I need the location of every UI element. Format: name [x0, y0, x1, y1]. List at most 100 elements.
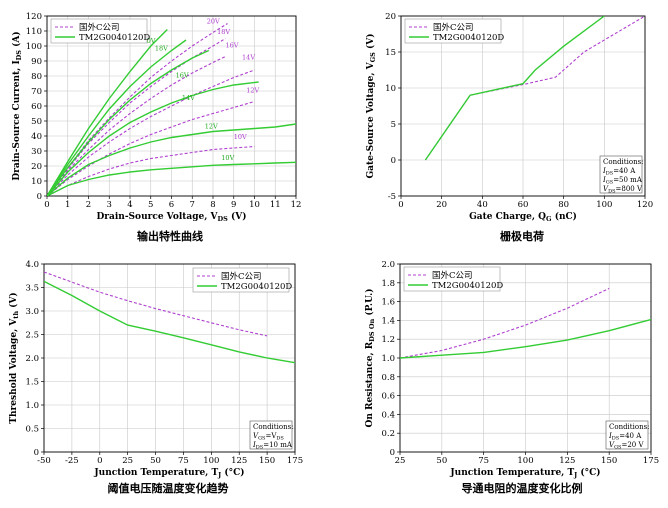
y-tick-label: 20: [31, 162, 42, 172]
x-axis-label-sub: G: [546, 215, 552, 223]
y-axis-label-text: On Resistance, R: [365, 341, 375, 427]
x-tick-label: 7: [190, 200, 195, 210]
x-tick-label: 25: [395, 456, 406, 466]
series-tag: 12V: [246, 87, 259, 95]
y-tick-label: 0.2: [381, 429, 395, 439]
y-axis-label-text: Gate-Source Voltage, V: [366, 61, 376, 178]
legend-entry-2: TM2G0040120D: [433, 33, 504, 43]
y-axis-label-text: Drain-Source Current, I: [12, 60, 22, 180]
cond-value: =10 mA: [263, 441, 293, 449]
cond-sub: GS: [258, 436, 266, 442]
y-tick-label: 3.0: [25, 307, 39, 317]
y-tick-label: 80: [31, 72, 42, 82]
x-tick-label: 0: [398, 200, 403, 210]
x-axis-label: Drain-Source Voltage, VDS (V): [96, 211, 246, 223]
conditions-title: Conditions:: [609, 423, 650, 431]
cond-symbol: V: [603, 185, 609, 193]
y-tick-label: 0.5: [25, 425, 39, 435]
y-axis-label-sub: GS: [369, 52, 377, 63]
x-tick-label: 120: [637, 200, 653, 210]
y-tick-label: 0.8: [381, 373, 395, 383]
series-tag: 14V: [182, 94, 195, 102]
series-tag: 20V: [207, 18, 220, 26]
cond-sub2: DS: [276, 436, 284, 442]
y-axis-label-unit: (V): [8, 292, 19, 311]
conditions-frame: [249, 420, 293, 450]
y-axis-label-unit: (P.U.): [364, 289, 375, 319]
y-axis-label-sub: DS: [15, 50, 23, 61]
cond-symbol: I: [602, 176, 606, 184]
legend-entry-1: 国外C公司: [433, 22, 474, 33]
series-tag: 16V: [176, 72, 189, 80]
y-axis-label-unit: (A): [11, 31, 22, 50]
series-line-dashed-国外C公司: [44, 271, 268, 337]
cond-sub: DS: [608, 189, 616, 195]
cond-sub: DS: [606, 171, 614, 177]
y-tick-label: 1.0: [25, 401, 39, 411]
series-tag: 16V: [225, 42, 238, 50]
series-line-solid-16V: [47, 49, 210, 196]
y-axis-label-sub: DS On: [368, 318, 376, 341]
cond-value: =50 mA: [613, 176, 643, 184]
legend-box: [403, 266, 501, 292]
legend-entry-1: 国外C公司: [79, 22, 120, 33]
conditions-line: VGS=VDS: [253, 432, 284, 442]
y-tick-label: 1.2: [381, 335, 395, 345]
x-tick-label: 0: [44, 200, 49, 210]
x-tick-label: 6: [169, 200, 174, 210]
conditions-line: IDS=40 A: [608, 432, 642, 442]
y-tick-label: 50: [31, 117, 42, 127]
cond-sub: DS: [256, 445, 264, 451]
y-axis-label: On Resistance, RDS On (P.U.): [364, 289, 376, 428]
y-tick-label: 0: [34, 448, 39, 458]
x-axis-label-sub: J: [217, 471, 221, 479]
y-tick-label: 4.0: [25, 260, 39, 270]
x-axis-label-text: Junction Temperature, T: [449, 468, 574, 478]
y-tick-label: 30: [31, 147, 42, 157]
x-tick-label: -25: [65, 456, 79, 466]
x-axis-label-sub: J: [573, 471, 577, 479]
conditions-line: VDS=800 V: [603, 185, 643, 195]
legend-entry-2: TM2G0040120D: [79, 33, 150, 43]
y-axis-label: Gate-Source Voltage, VGS (V): [365, 34, 377, 179]
x-axis-label-text: Drain-Source Voltage, V: [96, 212, 218, 222]
cond-value: =40 A: [613, 167, 636, 175]
series-line-solid-TM2G0040120D: [400, 318, 651, 359]
x-tick-label: 9: [231, 200, 236, 210]
cond-value: =800 V: [616, 185, 643, 193]
conditions-line: IGS=50 mA: [602, 176, 643, 186]
y-axis-label: Drain-Source Current, IDS (A): [11, 31, 23, 180]
series-line-dashed-14V: [47, 69, 255, 196]
x-tick-label: 10: [249, 200, 260, 210]
y-tick-label: 0: [391, 156, 396, 166]
cond-symbol: V: [609, 441, 615, 449]
series-line-dashed-国外C公司: [400, 287, 610, 359]
x-tick-label: 60: [518, 200, 529, 210]
x-tick-label: 11: [270, 200, 281, 210]
conditions-title: Conditions:: [253, 423, 294, 431]
y-tick-label: 2.0: [381, 260, 395, 270]
y-tick-label: 90: [31, 57, 42, 67]
cond-value: =V: [265, 432, 277, 440]
y-tick-label: 10: [385, 84, 396, 94]
conditions-frame: [599, 155, 643, 194]
series-tag: 18V: [217, 28, 230, 36]
x-tick-label: 80: [558, 200, 569, 210]
x-tick-label: 100: [596, 200, 612, 210]
x-tick-label: 4: [127, 200, 132, 210]
x-tick-label: 100: [517, 456, 533, 466]
cond-sub: GS: [606, 180, 614, 186]
y-tick-label: 110: [26, 27, 42, 37]
y-axis-label-sub: th: [12, 311, 20, 319]
x-tick-label: 125: [559, 456, 575, 466]
x-tick-label: 5: [148, 200, 153, 210]
conditions-frame: [605, 420, 649, 450]
y-axis-label-text: Threshold Voltage, V: [9, 318, 19, 424]
y-tick-label: 20: [385, 12, 396, 22]
chart-caption: 栅极电荷: [500, 229, 544, 243]
y-axis-label-unit: (V): [365, 34, 376, 53]
